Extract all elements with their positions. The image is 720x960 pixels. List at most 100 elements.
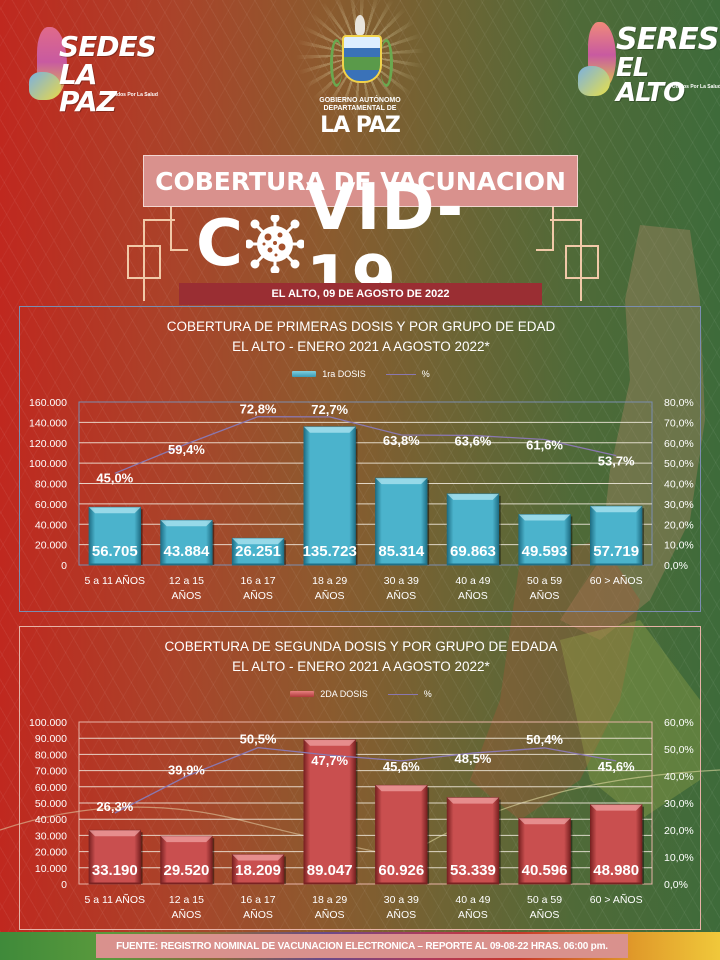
y-right-tick-label: 0,0% (664, 560, 688, 572)
date-banner: EL ALTO, 09 DE AGOSTO DE 2022 (179, 283, 542, 305)
bar (231, 854, 286, 885)
percent-line (114, 746, 617, 814)
emblem-line-1: GOBIERNO AUTÓNOMO (319, 97, 401, 104)
legend-bar-label: 1ra DOSIS (322, 369, 366, 379)
legend-bar-swatch (290, 691, 315, 697)
bar (375, 784, 430, 885)
y-left-tick-label: 100.000 (29, 458, 67, 470)
bar-value-label: 56.705 (92, 543, 138, 560)
x-tick-label: AÑOS (530, 908, 560, 921)
x-tick-label: AÑOS (243, 589, 273, 602)
y-left-tick-label: 40.000 (35, 814, 67, 826)
chart-title: COBERTURA DE PRIMERAS DOSIS Y POR GRUPO … (166, 319, 556, 334)
line-value-label: 47,7% (311, 753, 348, 768)
bar (88, 829, 143, 885)
line-value-label: 50,5% (240, 732, 277, 747)
bar-value-label: 89.047 (307, 862, 353, 879)
line-value-label: 63,8% (383, 433, 420, 448)
bar (446, 493, 501, 566)
bar-value-label: 85.314 (378, 543, 425, 560)
y-right-tick-label: 20,0% (664, 519, 694, 531)
x-tick-label: 50 a 59 (527, 575, 562, 587)
line-value-label: 61,6% (526, 437, 563, 452)
x-tick-label: AÑOS (243, 908, 273, 921)
y-right-tick-label: 0,0% (664, 879, 688, 891)
chart-legend: 2DA DOSIS % (20, 689, 702, 699)
line-value-label: 50,4% (526, 732, 563, 747)
y-left-tick-label: 20.000 (35, 540, 67, 552)
y-left-tick-label: 90.000 (35, 733, 67, 745)
emblem-line-3: LA PAZ (320, 113, 401, 138)
x-tick-label: AÑOS (172, 908, 202, 921)
y-left-tick-label: 100.000 (29, 717, 67, 729)
chart-legend: 1ra DOSIS % (20, 369, 702, 379)
y-left-tick-label: 60.000 (35, 499, 67, 511)
x-tick-label: AÑOS (458, 589, 488, 602)
y-left-tick-label: 80.000 (35, 479, 67, 491)
x-tick-label: 50 a 59 (527, 894, 562, 906)
coat-of-arms-icon (342, 35, 382, 83)
bar-value-label: 49.593 (522, 543, 568, 560)
bar (590, 804, 644, 885)
y-left-tick-label: 10.000 (35, 863, 67, 875)
virus-icon (244, 213, 306, 275)
y-left-tick-label: 140.000 (29, 417, 67, 429)
bar (88, 506, 143, 566)
source-footer: FUENTE: REGISTRO NOMINAL DE VACUNACION E… (96, 934, 628, 958)
x-tick-label: 18 a 29 (312, 894, 347, 906)
y-right-tick-label: 70,0% (664, 417, 694, 429)
line-value-label: 53,7% (598, 454, 635, 469)
x-tick-label: 30 a 39 (384, 575, 419, 587)
legend-line-swatch (387, 693, 418, 695)
x-tick-label: 5 a 11 AÑOS (85, 893, 146, 906)
bar (590, 505, 644, 566)
x-tick-label: AÑOS (530, 589, 560, 602)
percent-line (114, 416, 617, 474)
bar-value-label: 18.209 (235, 862, 281, 879)
page-title: COBERTURA DE VACUNACION (143, 155, 578, 207)
bar-value-label: 60.926 (378, 862, 424, 879)
line-value-label: 63,6% (455, 433, 492, 448)
gobierno-la-paz-emblem: GOBIERNO AUTÓNOMO DEPARTAMENTAL DE LA PA… (290, 0, 430, 145)
legend-bar-swatch (292, 371, 317, 377)
y-left-tick-label: 60.000 (35, 782, 67, 794)
line-value-label: 72,7% (311, 402, 348, 417)
x-tick-label: AÑOS (315, 589, 345, 602)
legend-bar-label: 2DA DOSIS (320, 689, 368, 699)
bar (446, 797, 501, 885)
y-left-tick-label: 160.000 (29, 397, 67, 409)
emblem-line-2: DEPARTAMENTAL DE (323, 105, 397, 112)
x-tick-label: 30 a 39 (384, 894, 419, 906)
bar (160, 519, 215, 566)
chart-subtitle: EL ALTO - ENERO 2021 A AGOSTO 2022* (232, 659, 490, 674)
y-right-tick-label: 60,0% (664, 438, 694, 450)
bar-value-label: 69.863 (450, 543, 496, 560)
x-tick-label: 12 a 15 (169, 894, 204, 906)
y-right-tick-label: 10,0% (664, 852, 694, 864)
bar (518, 514, 573, 566)
bar (231, 537, 286, 566)
y-left-tick-label: 50.000 (35, 798, 67, 810)
x-tick-label: 60 > AÑOS (590, 574, 643, 587)
x-tick-label: 18 a 29 (312, 575, 347, 587)
line-value-label: 59,4% (168, 442, 205, 457)
y-left-tick-label: 0 (61, 560, 67, 572)
line-value-label: 72,8% (240, 402, 277, 417)
x-tick-label: 16 a 17 (241, 894, 276, 906)
chart-first-dose: COBERTURA DE PRIMERAS DOSIS Y POR GRUPO … (19, 306, 701, 612)
x-tick-label: AÑOS (172, 589, 202, 602)
y-left-tick-label: 30.000 (35, 830, 67, 842)
y-left-tick-label: 70.000 (35, 766, 67, 778)
x-tick-label: 40 a 49 (455, 894, 490, 906)
y-left-tick-label: 0 (61, 879, 67, 891)
y-right-tick-label: 40,0% (664, 771, 694, 783)
chart-plot: 0 20.000 40.000 60.000 80.000 100.000 120.000 1… (29, 397, 694, 602)
y-left-tick-label: 40.000 (35, 519, 67, 531)
line-value-label: 39,9% (168, 762, 205, 777)
legend-line-label: % (421, 369, 430, 379)
x-tick-label: AÑOS (458, 908, 488, 921)
bar (375, 477, 430, 566)
x-tick-label: 16 a 17 (241, 575, 276, 587)
decorative-frame (143, 219, 175, 301)
covid-19-logo: C VID-19 (196, 171, 465, 317)
